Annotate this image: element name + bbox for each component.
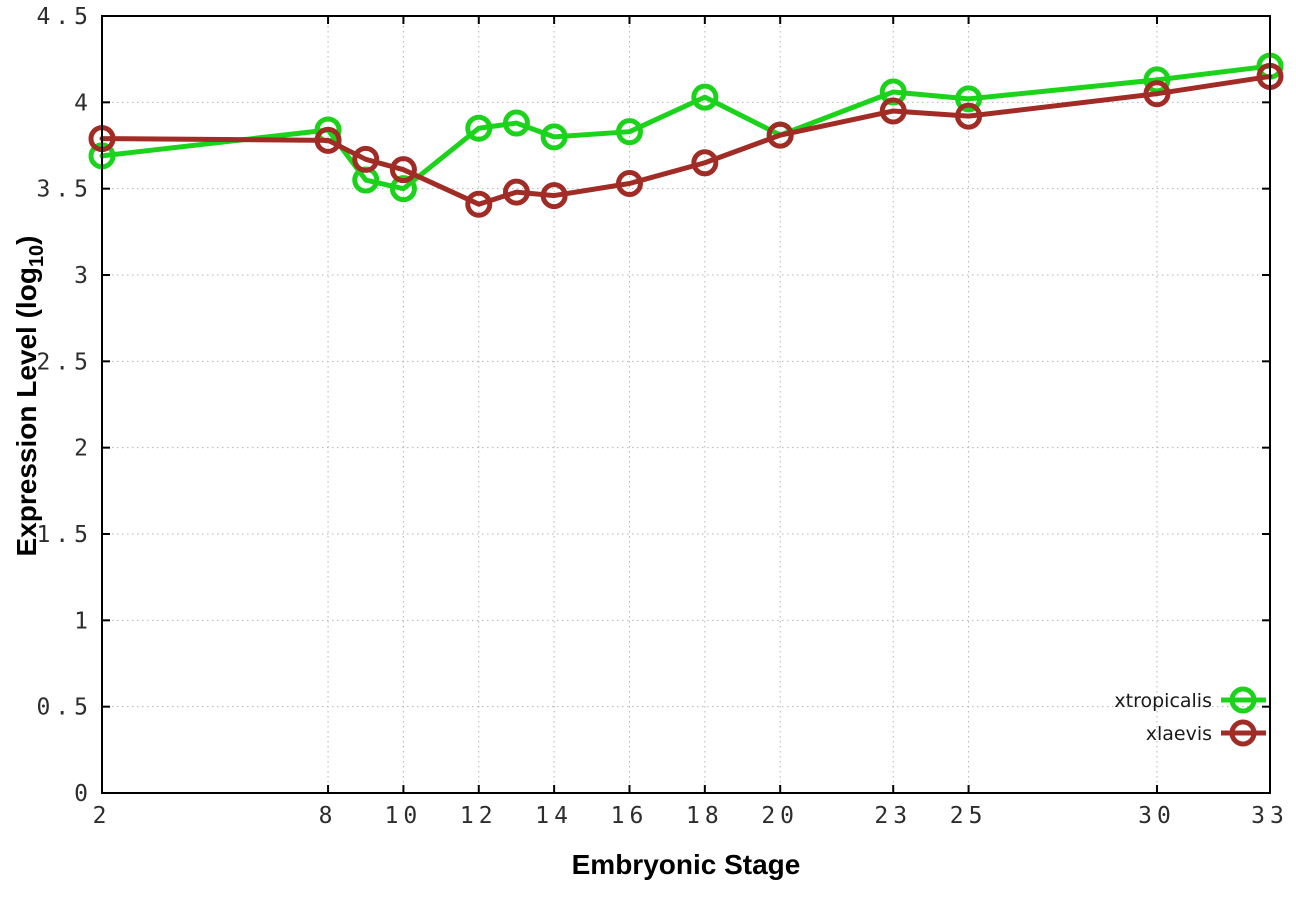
marker-xlaevis-stage-23 <box>879 97 907 125</box>
x-tick-label-10: 10 <box>385 803 423 829</box>
marker-xtropicalis-stage-14 <box>540 123 568 151</box>
legend-label-xlaevis: xlaevis <box>1146 723 1212 745</box>
series-layer <box>88 52 1284 218</box>
y-tick-label-3.5: 3.5 <box>36 177 93 203</box>
legend-marker-xtropicalis <box>1229 686 1257 714</box>
y-tick-label-0.5: 0.5 <box>36 695 93 721</box>
legend-entry-xlaevis: xlaevis <box>1146 719 1266 747</box>
legend-label-xtropicalis: xtropicalis <box>1114 690 1212 712</box>
x-tick-label-30: 30 <box>1138 803 1176 829</box>
marker-xlaevis-stage-25 <box>955 102 983 130</box>
legend: xtropicalis xlaevis <box>1114 686 1266 747</box>
x-tick-label-8: 8 <box>319 803 338 829</box>
marker-xtropicalis-stage-13 <box>502 109 530 137</box>
marker-xlaevis-stage-8 <box>314 126 342 154</box>
axis-layer <box>101 15 1271 794</box>
marker-xtropicalis-stage-18 <box>691 83 719 111</box>
x-tick-label-14: 14 <box>535 803 573 829</box>
marker-xtropicalis-stage-16 <box>615 118 643 146</box>
y-tick-label-1: 1 <box>74 608 93 634</box>
marker-xlaevis-stage-10 <box>389 156 417 184</box>
y-tick-label-2: 2 <box>74 436 93 462</box>
y-tick-label-0: 0 <box>74 781 93 807</box>
x-tick-label-16: 16 <box>611 803 649 829</box>
legend-entry-xtropicalis: xtropicalis <box>1114 686 1266 714</box>
x-tick-label-12: 12 <box>460 803 498 829</box>
x-axis-title: Embryonic Stage <box>571 849 801 880</box>
y-tick-label-4.5: 4.5 <box>36 4 93 30</box>
marker-xtropicalis-stage-23 <box>879 78 907 106</box>
marker-xlaevis-stage-20 <box>766 121 794 149</box>
plot-border <box>101 15 1271 794</box>
y-tick-label-2.5: 2.5 <box>36 349 93 375</box>
marker-xlaevis-stage-16 <box>615 169 643 197</box>
marker-xtropicalis-stage-12 <box>465 114 493 142</box>
grid-layer <box>102 16 1270 793</box>
series-xlaevis-line <box>99 73 1273 207</box>
y-tick-label-4: 4 <box>74 90 93 116</box>
marker-xlaevis-stage-12 <box>465 190 493 218</box>
y-tick-label-3: 3 <box>74 263 93 289</box>
marker-xtropicalis-stage-30 <box>1143 66 1171 94</box>
y-axis-title: Expression Level (log10) <box>11 236 48 557</box>
tick-label-layer: 2 8 10 12 14 16 18 20 23 25 30 33 0 0.5 1 1.5 2 2.5 3 3.5 4 4… <box>36 4 1289 829</box>
marker-xlaevis-stage-9 <box>352 145 380 173</box>
legend-marker-xlaevis <box>1229 719 1257 747</box>
marker-xtropicalis-stage-25 <box>955 85 983 113</box>
y-tick-label-1.5: 1.5 <box>36 522 93 548</box>
marker-xlaevis-stage-13 <box>502 178 530 206</box>
x-tick-label-18: 18 <box>686 803 724 829</box>
x-tick-label-20: 20 <box>761 803 799 829</box>
marker-xtropicalis-stage-10 <box>389 175 417 203</box>
x-tick-label-23: 23 <box>874 803 912 829</box>
x-tick-label-2: 2 <box>93 803 112 829</box>
x-tick-label-33: 33 <box>1251 803 1289 829</box>
marker-xlaevis-stage-30 <box>1143 80 1171 108</box>
marker-xlaevis-stage-18 <box>691 149 719 177</box>
x-tick-label-25: 25 <box>950 803 988 829</box>
marker-xlaevis-stage-14 <box>540 182 568 210</box>
